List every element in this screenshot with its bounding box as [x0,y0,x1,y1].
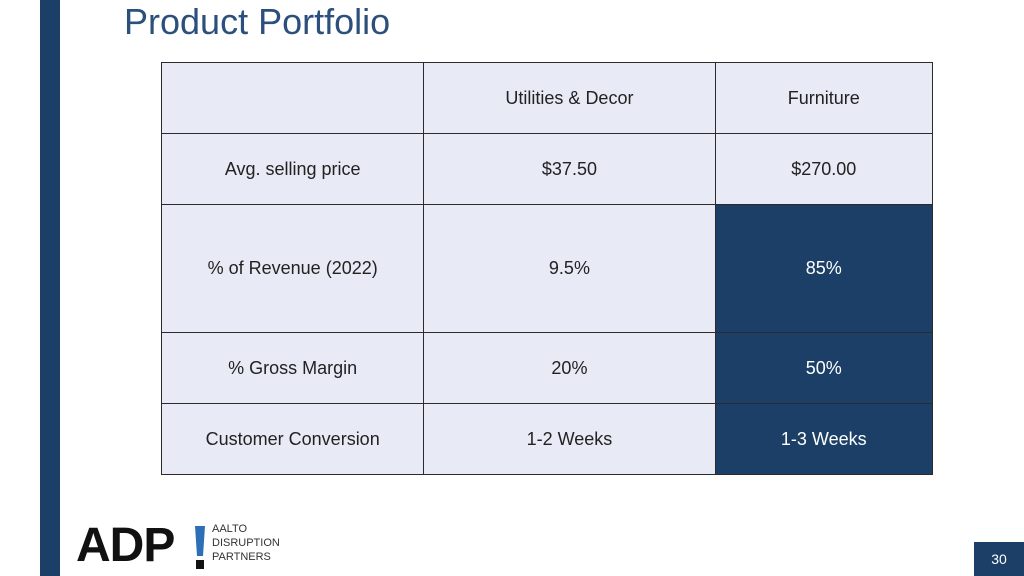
row-label: % of Revenue (2022) [160,204,425,333]
table-cell: $270.00 [714,133,934,205]
logo-line-aalto: AALTO [212,523,248,535]
table-row: % Gross Margin 20% 50% [160,332,934,404]
highlighted-cell: 1-3 Weeks [714,403,934,475]
highlighted-cell: 50% [714,332,934,404]
header-cell-empty [160,62,425,134]
product-portfolio-table: Utilities & Decor Furniture Avg. selling… [160,62,934,475]
logo-letters: ADP [76,519,175,572]
table-cell: 1-2 Weeks [423,403,716,475]
page-number: 30 [974,542,1024,576]
table-cell: $37.50 [423,133,716,205]
table-row: % of Revenue (2022) 9.5% 85% [160,204,934,333]
header-cell-utilities-decor: Utilities & Decor [423,62,716,134]
row-label: Customer Conversion [160,403,425,475]
table-cell: 9.5% [423,204,716,333]
row-label: Avg. selling price [160,133,425,205]
table-cell: 20% [423,332,716,404]
logo-line-partners: PARTNERS [212,551,271,563]
table-header-row: Utilities & Decor Furniture [160,62,934,134]
slide-title: Product Portfolio [124,1,391,42]
left-accent-bar [40,0,60,576]
table-row: Avg. selling price $37.50 $270.00 [160,133,934,205]
table-row: Customer Conversion 1-2 Weeks 1-3 Weeks [160,403,934,475]
row-label: % Gross Margin [160,332,425,404]
exclamation-mark-icon [195,526,205,569]
header-cell-furniture: Furniture [714,62,934,134]
logo-wordmark: AALTO DISRUPTION PARTNERS [212,522,280,564]
logo-line-disruption: DISRUPTION [212,537,280,549]
highlighted-cell: 85% [714,204,934,333]
